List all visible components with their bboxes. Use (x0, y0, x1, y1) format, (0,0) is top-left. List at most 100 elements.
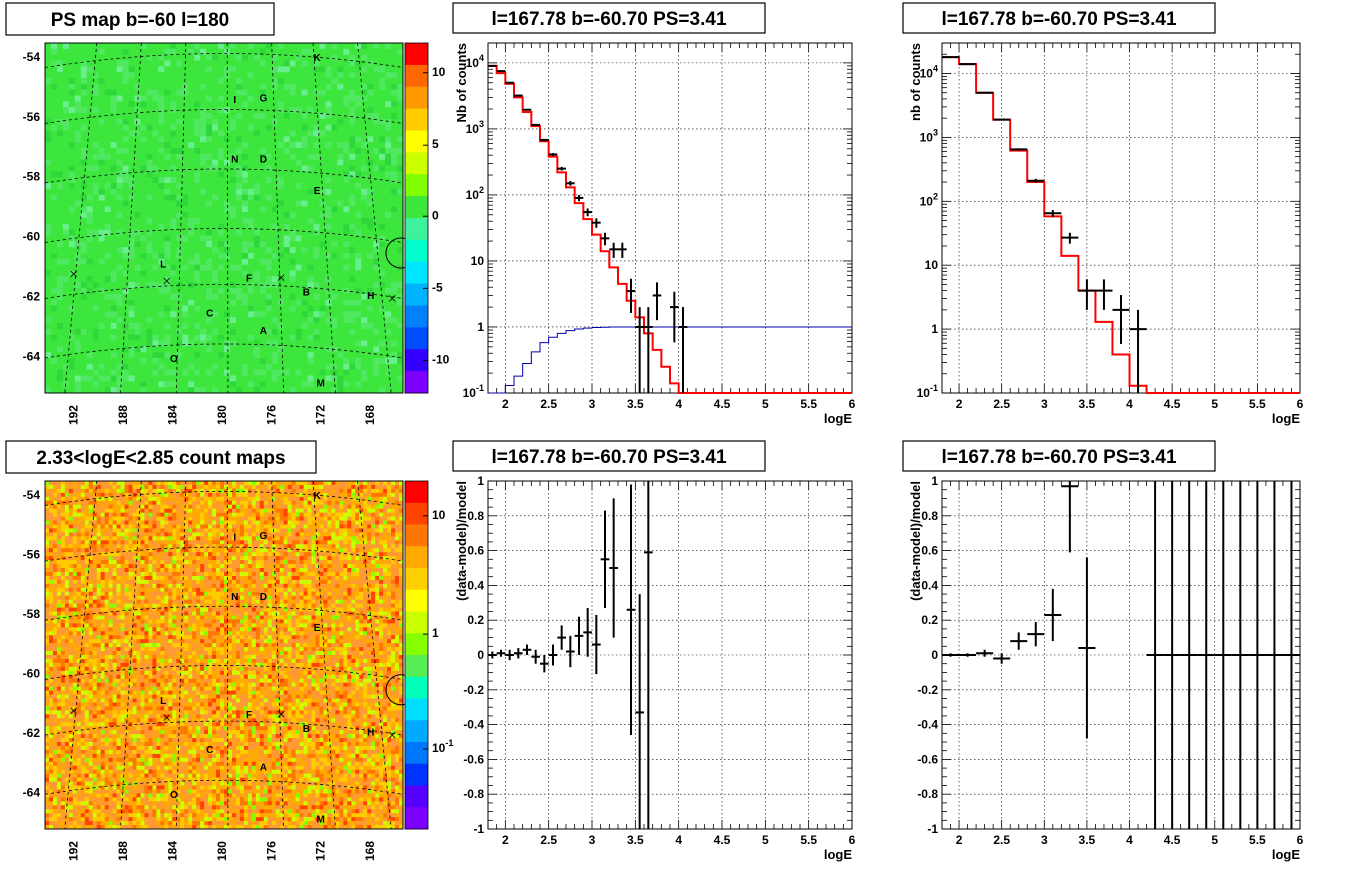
map-cell (170, 352, 177, 359)
map-cell (100, 730, 106, 735)
map-cell (158, 78, 165, 85)
map-cell (56, 655, 62, 660)
map-cell (52, 785, 58, 790)
map-cell (84, 797, 90, 802)
map-cell (331, 83, 338, 91)
map-cell (96, 662, 102, 668)
map-cell (100, 670, 106, 676)
map-cell (349, 177, 356, 184)
map-cell (337, 54, 344, 61)
map-cell (391, 206, 398, 213)
map-cell (397, 328, 404, 336)
map-cell (56, 247, 64, 254)
map-cell (289, 130, 296, 137)
map-cell (176, 369, 183, 376)
map-cell (170, 78, 177, 85)
map-cell (307, 124, 314, 131)
map-cell (110, 165, 117, 172)
map-cell (379, 95, 386, 102)
map-cell (343, 183, 350, 190)
map-cell (313, 171, 320, 178)
map-cell (343, 153, 350, 161)
map-cell (367, 299, 374, 306)
map-cell (337, 311, 344, 318)
map-cell (48, 552, 54, 557)
map-cell (134, 83, 141, 91)
map-cell (212, 60, 219, 67)
map-cell (88, 797, 94, 802)
map-cell (194, 188, 201, 196)
map-cell (235, 258, 243, 266)
map-cell (140, 305, 147, 312)
map-cell (200, 276, 207, 283)
map-cell (146, 241, 153, 248)
map-cell (361, 253, 368, 260)
map-cell (76, 568, 82, 573)
map-cell (373, 387, 380, 394)
map-cell (98, 206, 106, 213)
map-cell (72, 825, 78, 830)
map-cell (50, 299, 58, 306)
map-cell (218, 72, 225, 79)
map-cell (277, 142, 285, 149)
map-cell (45, 500, 50, 506)
map-cell (361, 276, 368, 283)
map-cell (50, 375, 58, 382)
map-cell (62, 206, 70, 213)
map-cell (152, 253, 159, 260)
map-cell (319, 89, 326, 96)
map-cell (64, 730, 70, 735)
map-cell (224, 223, 231, 231)
map-cell (271, 258, 279, 266)
map-cell (241, 101, 249, 108)
map-cell (50, 247, 58, 254)
map-cell (188, 153, 195, 161)
map-cell (52, 631, 58, 636)
map-cell (391, 136, 398, 143)
map-cell (48, 722, 54, 727)
map-cell (373, 381, 380, 388)
map-cell (100, 785, 106, 790)
map-cell (116, 311, 123, 318)
map-cell (194, 293, 201, 301)
map-cell (313, 381, 320, 388)
map-cell (379, 387, 386, 394)
map-cell (72, 484, 78, 490)
map-cell (164, 136, 171, 143)
map-cell (45, 639, 50, 644)
map-cell (56, 508, 62, 514)
map-cell (74, 200, 82, 207)
map-cell (146, 317, 153, 324)
map-cell (146, 89, 153, 96)
map-cell (116, 54, 123, 61)
map-cell (229, 118, 237, 126)
map-cell (379, 323, 386, 330)
map-cell (86, 340, 94, 347)
map-cell (116, 183, 123, 190)
map-cell (295, 89, 302, 96)
map-cell (355, 346, 362, 353)
map-cell (170, 159, 177, 166)
map-cell (84, 773, 90, 778)
map-cell (283, 43, 291, 50)
map-cell (229, 89, 237, 96)
map-cell (397, 60, 404, 67)
map-cell (152, 153, 159, 161)
map-cell (122, 334, 129, 341)
map-cell (60, 825, 66, 830)
map-cell (60, 757, 66, 763)
map-cell (391, 363, 398, 371)
map-cell (52, 753, 58, 759)
map-cell (218, 95, 225, 102)
map-cell (283, 334, 291, 341)
map-cell (301, 223, 308, 231)
map-cell (48, 785, 54, 790)
map-cell (331, 142, 338, 149)
map-cell (188, 212, 195, 219)
map-cell (379, 72, 386, 79)
map-cell (301, 194, 308, 201)
map-cell (74, 282, 82, 289)
map-cell (206, 188, 213, 196)
map-cell (96, 710, 102, 715)
map-cell (45, 492, 50, 498)
